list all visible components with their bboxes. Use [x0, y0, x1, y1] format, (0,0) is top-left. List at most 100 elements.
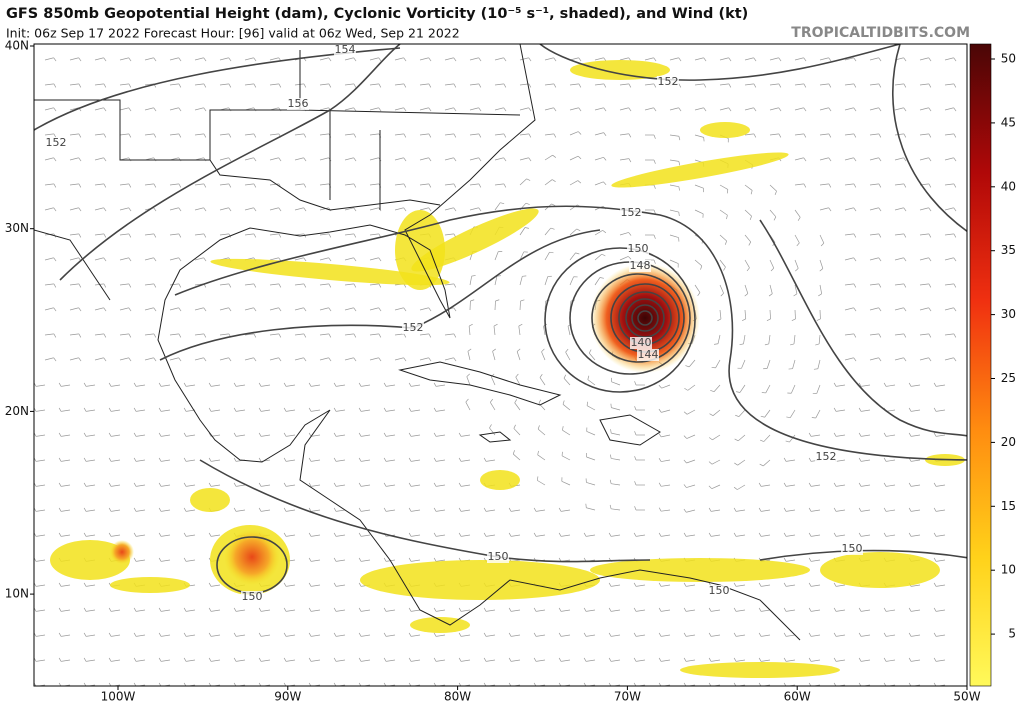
wind-barb — [511, 659, 521, 662]
wind-barb-flag — [783, 632, 787, 637]
wind-barb — [636, 534, 646, 537]
wind-barb — [461, 534, 471, 537]
wind-barb — [69, 183, 79, 186]
wind-barb — [636, 659, 646, 662]
wind-barb — [119, 307, 129, 311]
wind-barb — [69, 357, 79, 361]
wind-barb — [261, 509, 271, 512]
wind-barb — [194, 133, 204, 136]
wind-barb — [563, 378, 571, 386]
wind-barb-flag — [78, 207, 82, 212]
wind-barb-flag — [803, 183, 807, 188]
wind-barb — [311, 434, 321, 437]
wind-barb — [444, 133, 454, 136]
wind-barb-flag — [683, 484, 687, 488]
wind-barb — [311, 584, 321, 587]
wind-barb-flag — [378, 307, 382, 312]
wind-barb-flag — [758, 482, 762, 487]
wind-barb-flag — [128, 283, 132, 288]
wind-barb — [561, 534, 571, 537]
wind-barb — [444, 107, 454, 111]
wind-barb-flag — [578, 131, 582, 135]
wind-barb-flag — [933, 532, 937, 537]
wind-barb-flag — [278, 333, 282, 338]
contour-label: 154 — [335, 43, 356, 56]
wind-barb — [419, 333, 429, 336]
wind-barb — [594, 253, 603, 261]
wind-barb-flag — [786, 416, 791, 419]
wind-barb-flag — [283, 432, 287, 437]
wind-barb-flag — [533, 657, 537, 662]
wind-barb-flag — [433, 532, 437, 537]
wind-barb-flag — [933, 582, 937, 587]
wind-barb-flag — [634, 381, 637, 386]
colorbar-label: 30 — [1001, 307, 1016, 321]
wind-barb — [94, 357, 104, 361]
wind-barb — [794, 234, 800, 244]
wind-barb — [737, 459, 746, 466]
wind-barb — [286, 434, 296, 437]
wind-barb-flag — [853, 157, 857, 162]
wind-barb-flag — [538, 399, 541, 404]
wind-barb — [61, 634, 71, 637]
wind-barb-flag — [628, 232, 632, 236]
wind-barb — [336, 509, 346, 512]
wind-barb-flag — [768, 293, 773, 297]
wind-barb-flag — [608, 532, 612, 537]
wind-barb-flag — [818, 293, 822, 297]
wind-barb — [619, 256, 629, 261]
wind-barb — [861, 409, 871, 412]
wind-barb — [844, 107, 854, 111]
wind-barb-flag — [578, 107, 582, 112]
wind-barb-flag — [778, 57, 782, 62]
wind-barb-flag — [308, 582, 312, 587]
wind-barb-flag — [333, 407, 337, 412]
wind-barb-flag — [500, 202, 505, 205]
wind-barb-flag — [883, 457, 887, 462]
wind-barb-flag — [733, 507, 737, 512]
wind-barb — [111, 434, 121, 437]
wind-barb-flag — [758, 607, 762, 612]
wind-barb-flag — [353, 307, 357, 312]
wind-barb-flag — [853, 283, 857, 288]
wind-barb — [319, 283, 329, 286]
wind-barb-flag — [700, 265, 703, 270]
wind-barb — [611, 634, 621, 637]
wind-barb-flag — [233, 407, 237, 412]
wind-barb-flag — [610, 429, 612, 434]
wind-barb-flag — [550, 227, 555, 230]
wind-barb — [586, 405, 596, 411]
wind-barb-flag — [378, 357, 382, 362]
wind-barb-flag — [328, 233, 332, 238]
wind-barb-flag — [258, 482, 262, 487]
wind-barb-flag — [208, 532, 212, 537]
wind-barb — [944, 207, 954, 211]
wind-barb — [411, 659, 421, 662]
wind-barb — [761, 609, 771, 612]
wind-barb-flag — [428, 357, 432, 362]
wind-barb-flag — [158, 457, 162, 462]
wind-barb — [469, 57, 479, 61]
wind-barb-flag — [858, 407, 862, 412]
wind-barb — [469, 276, 473, 286]
wind-barb — [736, 634, 746, 637]
wind-barb-flag — [383, 632, 387, 637]
wind-barb — [161, 384, 171, 387]
wind-barb-flag — [853, 257, 857, 262]
wind-barb-flag — [578, 83, 582, 88]
wind-barb-flag — [717, 318, 722, 322]
wind-barb — [61, 384, 71, 387]
wind-barb — [513, 428, 521, 436]
wind-barb-flag — [383, 457, 387, 462]
wind-barb-flag — [353, 283, 357, 288]
wind-barb-flag — [203, 333, 207, 338]
wind-barb-flag — [153, 307, 157, 312]
wind-barb — [394, 357, 404, 361]
wind-barb — [211, 384, 221, 387]
wind-barb-flag — [833, 507, 837, 512]
contour-label-bg — [627, 243, 649, 255]
wind-barb-flag — [278, 207, 282, 212]
wind-barb-flag — [283, 482, 287, 487]
wind-barb-flag — [928, 307, 932, 312]
wind-barb-flag — [749, 215, 752, 220]
